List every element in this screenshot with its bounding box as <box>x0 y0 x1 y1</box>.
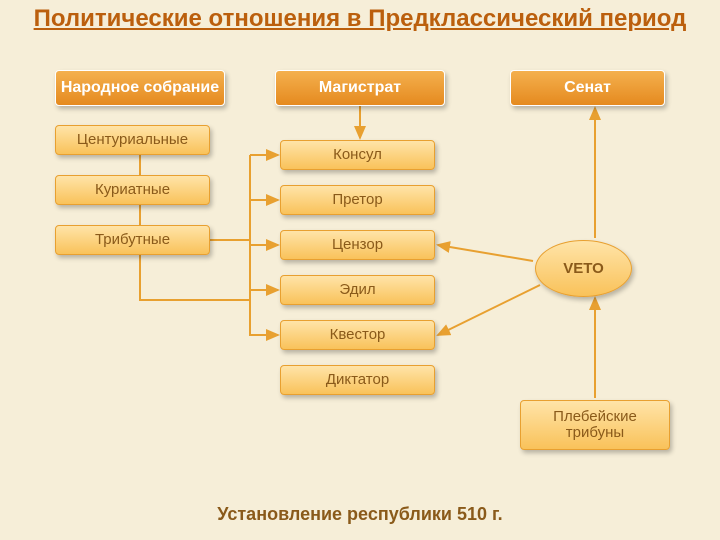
footer-text: Установление республики 510 г. <box>0 504 720 525</box>
assembly-item-centurial: Центуриальные <box>55 125 210 155</box>
magistrate-item-aedile: Эдил <box>280 275 435 305</box>
arrow <box>438 285 540 335</box>
arrow <box>438 245 533 261</box>
magistrate-item-praetor: Претор <box>280 185 435 215</box>
assembly-item-curiate: Куриатные <box>55 175 210 205</box>
diagram-stage: Политические отношения в Предклассически… <box>0 0 720 540</box>
magistrate-item-quaestor: Квестор <box>280 320 435 350</box>
arrow <box>250 290 278 335</box>
magistrate-item-censor: Цензор <box>280 230 435 260</box>
page-title: Политические отношения в Предклассически… <box>0 5 720 34</box>
header-senate: Сенат <box>510 70 665 106</box>
magistrate-item-dictator: Диктатор <box>280 365 435 395</box>
veto-node: VETO <box>535 240 632 297</box>
header-magistrate: Магистрат <box>275 70 445 106</box>
header-assembly: Народное собрание <box>55 70 225 106</box>
magistrate-item-consul: Консул <box>280 140 435 170</box>
assembly-item-tribute: Трибутные <box>55 225 210 255</box>
right-item-tribunes: Плебейские трибуны <box>520 400 670 450</box>
